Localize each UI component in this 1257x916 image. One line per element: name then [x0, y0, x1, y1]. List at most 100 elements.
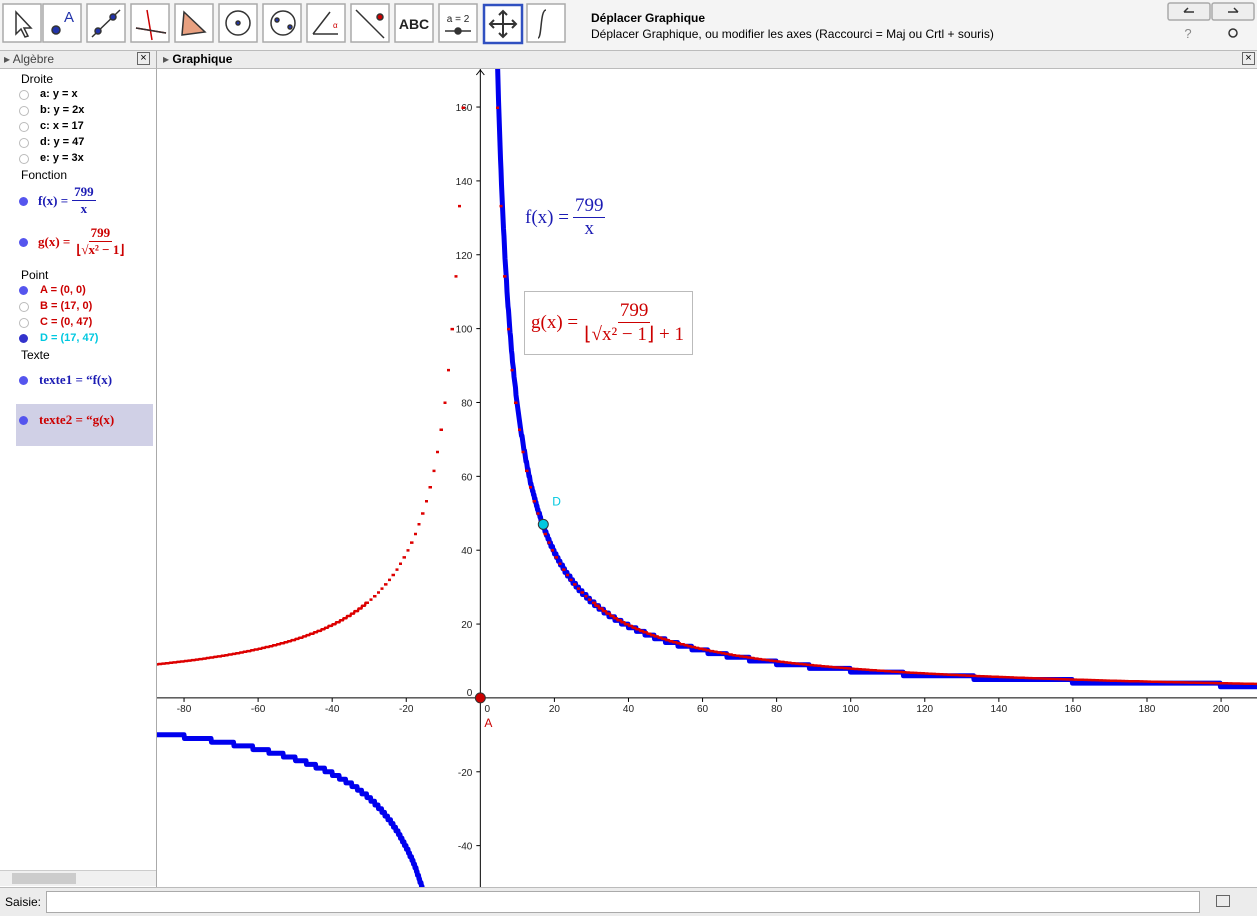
formula: f(x) = 799 x: [525, 195, 606, 239]
fraction: 799 x: [72, 184, 96, 217]
visibility-toggle[interactable]: [19, 302, 29, 312]
toolbar: A α ABC a = 2 Déplacer Graphique Déplace…: [0, 0, 1257, 51]
algebra-header: ▸ Algèbre ×: [0, 51, 157, 69]
algebra-item: e: y = 3x: [40, 152, 84, 164]
numerator: 799: [617, 300, 651, 323]
formula: f(x) = 799 x: [38, 184, 96, 216]
x-tick-label: -20: [399, 704, 414, 715]
close-button[interactable]: ×: [1242, 52, 1255, 65]
graphics-header: ▸ Graphique ×: [157, 51, 1257, 69]
graphics-title: Graphique: [172, 52, 233, 66]
group-header: Texte: [21, 348, 50, 362]
y-axis-arrow: [475, 69, 485, 76]
algebra-item: b: y = 2x: [40, 104, 85, 116]
group-header: Point: [21, 268, 49, 282]
algebra-item: texte1 = “f(x): [39, 372, 113, 387]
visibility-toggle[interactable]: [19, 106, 29, 116]
numerator: 799: [72, 184, 96, 201]
point: [537, 518, 549, 530]
x-tick-label: 140: [991, 704, 1008, 715]
visibility-toggle[interactable]: [19, 416, 28, 425]
algebra-title: Algèbre: [12, 52, 55, 66]
group-header: Droite: [21, 72, 54, 86]
visibility-toggle[interactable]: [19, 138, 29, 148]
visibility-toggle[interactable]: [19, 376, 28, 385]
text-box: g(x) = 799 ⌊√x² − 1⌋ + 1: [524, 291, 694, 355]
y-tick-label: 40: [461, 546, 473, 557]
y-tick-label: 140: [456, 177, 473, 188]
formula-lhs: g(x) =: [531, 312, 579, 333]
visibility-toggle[interactable]: [19, 318, 29, 328]
visibility-toggle[interactable]: [19, 286, 28, 295]
fraction: 799 ⌊√x² − 1⌋: [74, 225, 126, 258]
x-tick-label: 20: [549, 704, 561, 715]
scrollbar[interactable]: [0, 870, 156, 886]
algebra-formula: g(x) = 799 ⌊√x² − 1⌋: [38, 225, 126, 258]
algebra-formula: f(x) = 799 x: [38, 184, 96, 217]
x-tick-label: -40: [325, 704, 340, 715]
denominator: ⌊√x² − 1⌋: [76, 242, 125, 257]
numerator: 799: [572, 195, 606, 218]
selection: [16, 404, 153, 446]
tool-title: Déplacer Graphique: [591, 11, 705, 25]
formula-lhs: g(x) =: [38, 233, 71, 249]
y-tick-label: 0: [467, 688, 473, 699]
icon-text: a = 2: [447, 14, 470, 25]
help-button[interactable]: ?: [1184, 26, 1191, 41]
x-tick-label: 40: [623, 704, 635, 715]
denominator: x: [80, 201, 88, 216]
visibility-toggle[interactable]: [19, 334, 28, 343]
y-tick-label: -40: [458, 842, 473, 853]
x-tick-label: 80: [771, 704, 783, 715]
text-box: f(x) = 799 x: [525, 195, 685, 240]
x-tick-label: 160: [1065, 704, 1082, 715]
numerator: 799: [88, 225, 113, 242]
tool-help: Déplacer Graphique, ou modifier les axes…: [591, 27, 994, 41]
y-tick-label: -20: [458, 768, 473, 779]
graphics-view[interactable]: -80 -60 -40 -20 0 20 40 60 80 100 120 140 160 180 200 -…: [157, 69, 1257, 887]
y-tick-label: 60: [461, 472, 473, 483]
g-curve: [157, 106, 1257, 686]
x-tick-label: -60: [251, 704, 266, 715]
x-tick-label: 200: [1213, 704, 1230, 715]
keyboard-button[interactable]: [1216, 895, 1230, 907]
algebra-item: A = (0, 0): [40, 284, 86, 296]
algebra-view: Droite a: y = x b: y = 2x c: x = 17 d: y = 4…: [0, 69, 157, 887]
point-label: A: [484, 716, 492, 730]
algebra-item: c: x = 17: [40, 120, 84, 132]
input-field[interactable]: [46, 891, 1200, 913]
group-header: Fonction: [21, 168, 68, 182]
f-curve: [157, 69, 1257, 887]
algebra-item: texte2 = “g(x): [39, 412, 115, 427]
y-tick-label: 80: [461, 398, 473, 409]
x-tick-label: 180: [1139, 704, 1156, 715]
algebra-item: d: y = 47: [40, 136, 85, 148]
formula-lhs: f(x) =: [525, 206, 569, 228]
icon-text: α: [333, 21, 338, 30]
input-label: Saisie:: [5, 895, 42, 909]
point-label: D: [552, 494, 561, 508]
visibility-toggle[interactable]: [19, 154, 29, 164]
fraction: 799 ⌊√x² − 1⌋ + 1: [582, 300, 686, 346]
icon-text: ABC: [399, 16, 429, 32]
algebra-item: B = (17, 0): [40, 300, 93, 312]
visibility-toggle[interactable]: [19, 90, 29, 100]
point: [474, 692, 486, 704]
x-tick-label: 100: [842, 704, 859, 715]
y-tick-label: 20: [461, 620, 473, 631]
x-tick-label: -80: [177, 704, 192, 715]
algebra-item: a: y = x: [40, 88, 78, 100]
input-bar: Saisie:: [0, 887, 1257, 916]
formula: g(x) = 799 ⌊√x² − 1⌋: [38, 225, 126, 257]
visibility-toggle[interactable]: [19, 197, 28, 206]
y-tick-label: 120: [456, 251, 473, 262]
visibility-toggle[interactable]: [19, 238, 28, 247]
formula: g(x) = 799 ⌊√x² − 1⌋ + 1: [531, 300, 686, 345]
visibility-toggle[interactable]: [19, 122, 29, 132]
text-object: g(x) =799⌊√x² − 1⌋ + 1: [524, 291, 694, 355]
close-button[interactable]: ×: [137, 52, 150, 65]
formula-lhs: f(x) =: [38, 192, 69, 208]
y-tick-label: 100: [456, 325, 473, 336]
